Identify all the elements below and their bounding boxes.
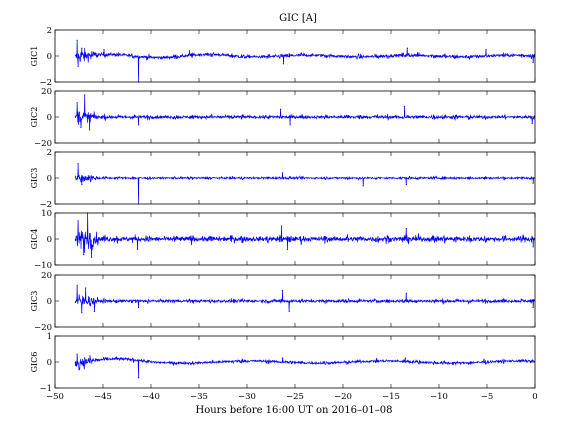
data-point [77, 220, 79, 222]
y-tick-label: 0 [47, 52, 52, 62]
data-point [281, 357, 284, 359]
x-tick-label: −35 [190, 392, 208, 402]
series-line [74, 40, 535, 82]
data-point [281, 172, 284, 174]
y-tick-label: −20 [34, 139, 52, 149]
x-tick-label: −45 [94, 392, 112, 402]
panel-3: −2 0 2 GIC3 [30, 148, 536, 210]
data-point [403, 106, 406, 108]
data-point [90, 256, 93, 258]
data-point [405, 292, 407, 294]
panel-6: −1 0 1 GIC6 [30, 332, 536, 394]
series-line [74, 213, 535, 258]
panels-group: −202GIC1−20020GIC2−202GIC3−10010GIC4−200… [30, 26, 538, 402]
y-tick-label: 0 [47, 174, 52, 184]
panel-5: −20 0 20 GIC3 [30, 271, 536, 333]
data-point [76, 102, 78, 104]
y-tick-label: 20 [41, 271, 52, 281]
data-point [282, 63, 285, 65]
data-point [405, 183, 407, 186]
data-point [532, 61, 534, 64]
data-point [103, 48, 105, 51]
data-point [362, 185, 364, 187]
data-point [532, 182, 534, 184]
y-tick-label: −1 [39, 384, 52, 394]
data-point [405, 228, 407, 230]
y-tick-label: 2 [47, 148, 52, 158]
y-tick-label: 0 [47, 358, 52, 368]
data-point [81, 183, 83, 186]
y-tick-label: −20 [34, 323, 52, 333]
data-point [81, 312, 83, 314]
data-point [286, 248, 288, 250]
chart-title: GIC [A] [279, 13, 317, 24]
y-axis-label: GIC4 [30, 229, 39, 250]
data-point [76, 39, 78, 42]
data-point [85, 287, 87, 289]
data-point [77, 65, 79, 67]
data-point [136, 248, 139, 250]
y-tick-label: 10 [41, 209, 52, 219]
y-tick-label: 2 [47, 26, 52, 36]
data-point [483, 358, 485, 360]
data-point [532, 246, 534, 248]
x-tick-label: −25 [286, 392, 304, 402]
y-tick-label: −2 [39, 78, 52, 88]
y-axis-label: GIC2 [30, 107, 39, 128]
x-tick-label: −30 [238, 392, 256, 402]
x-axis-label: Hours before 16:00 UT on 2016–01–08 [195, 405, 392, 416]
y-tick-label: −2 [39, 200, 52, 210]
data-point [77, 163, 79, 165]
y-tick-label: 0 [47, 113, 52, 123]
x-tick-label: −5 [481, 392, 494, 402]
series-line [74, 354, 535, 378]
data-point [83, 254, 85, 256]
x-tick-label: −40 [142, 392, 160, 402]
data-point [280, 225, 283, 227]
y-tick-label: 0 [47, 235, 52, 245]
data-point [288, 310, 290, 312]
y-axis-label: GIC1 [30, 46, 39, 67]
y-tick-label: −10 [34, 261, 52, 271]
panel-1: −2 0 2 GIC1 [30, 26, 536, 88]
data-point [406, 47, 408, 49]
data-point [76, 353, 78, 355]
panel-4: −10 0 10 GIC4 [30, 209, 536, 271]
data-point [289, 124, 291, 126]
data-point [281, 290, 284, 292]
y-axis-label: GIC3 [30, 291, 39, 312]
x-tick-label: 0 [532, 392, 537, 402]
data-point [84, 94, 86, 96]
y-axis-label: GIC3 [30, 168, 39, 189]
data-point [76, 284, 78, 286]
y-tick-label: 0 [47, 297, 52, 307]
panel-2: −20 0 20 GIC2 [30, 87, 536, 149]
series-line [74, 285, 535, 313]
x-tick-label: −50 [46, 392, 64, 402]
data-point [80, 126, 82, 128]
data-point [137, 124, 140, 126]
y-axis-label: GIC6 [30, 352, 39, 373]
data-point [137, 306, 140, 309]
y-tick-label: 20 [41, 87, 52, 97]
data-point [137, 377, 140, 379]
data-point [532, 306, 534, 309]
x-tick-label: −10 [430, 392, 448, 402]
data-point [531, 122, 533, 125]
series-line [74, 94, 535, 131]
x-tick-label: −15 [382, 392, 400, 402]
data-point [485, 48, 487, 51]
data-point [93, 310, 95, 312]
data-point [78, 369, 80, 371]
data-point [81, 47, 83, 49]
y-tick-label: 1 [47, 332, 52, 342]
data-point [188, 50, 190, 52]
data-point [88, 129, 91, 131]
series-line [74, 163, 535, 204]
x-tick-label: −20 [334, 392, 352, 402]
data-point [404, 357, 406, 359]
data-point [280, 108, 282, 110]
